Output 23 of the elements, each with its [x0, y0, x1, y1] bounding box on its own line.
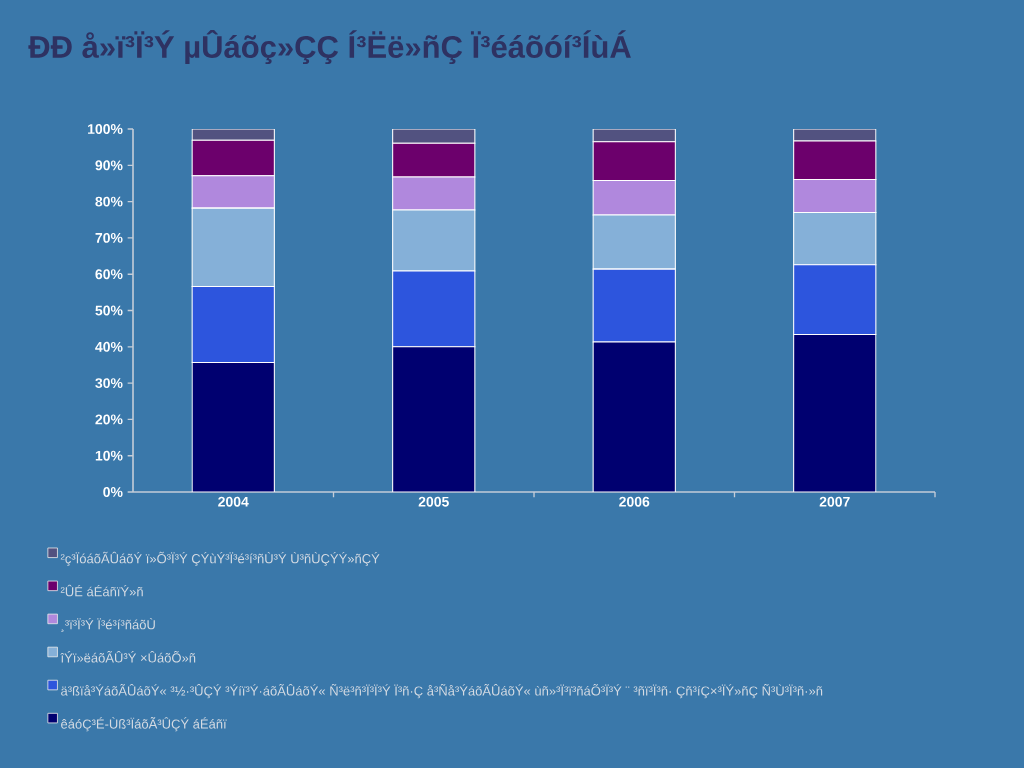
x-tick-label: 2006	[619, 496, 650, 507]
y-tick-label: 20%	[95, 414, 123, 425]
y-tick-label: 40%	[95, 341, 123, 352]
y-tick-label: 50%	[95, 305, 123, 316]
y-tick-label: 30%	[95, 378, 123, 389]
y-tick-label: 10%	[95, 450, 123, 461]
y-tick-label: 100%	[88, 124, 123, 134]
x-tick-label: 2004	[218, 496, 249, 507]
y-tick-label: 60%	[95, 269, 123, 280]
legend-label: ä³ßïå³ÝáõÃÛáõÝ« ³½·³ÛÇÝ ³Ýíï³Ý·áõÃÛáõÝ« Ñ³ë³ñ³Ï³Ï³Ý Ï³ñ·Ç å³Ñå³ÝáõÃÛáõÝ« ùñ»³Ï³ï³ñáÕ³Ï³Ý ¨ ³ñï³Ï³ñ· Çñ³íÇ×³ÏÝ»ñÇ Ñ³Ù³Ï³ñ·»ñ	[61, 684, 823, 699]
legend-label: ²ç³ÏóáõÃÛáõÝ ï»Õ³Ï³Ý ÇÝùÝ³Ï³é³í³ñÙ³Ý Ù³ñÙÇÝÝ»ñÇÝ	[60, 551, 380, 566]
y-tick-label: 80%	[95, 196, 123, 207]
y-tick-label: 70%	[95, 232, 123, 243]
y-tick-label: 0%	[103, 487, 123, 497]
legend-label: êáóÇ³É-Ùß³ÏáõÃ³ÛÇÝ áÉáñï	[61, 717, 227, 732]
bar	[392, 129, 476, 144]
legend-label: îÝï»ëáõÃÛ³Ý ×ÛáõÕ»ñ	[60, 650, 196, 663]
x-tick-label: 2007	[819, 496, 850, 507]
x-tick-label: 2005	[418, 496, 449, 507]
legend-label: ¸³ï³Ï³Ý Ï³é³í³ñáõÙ	[61, 617, 155, 632]
chart-title: ÐÐ å»ï³Ï³Ý µÛáõç»ÇÇ Í³Ëë»ñÇ Ï³éáõóí³ÍùÁ	[28, 29, 631, 65]
legend-label: ²ÛÉ áÉáñïÝ»ñ	[60, 584, 143, 597]
y-tick-label: 90%	[95, 160, 123, 171]
